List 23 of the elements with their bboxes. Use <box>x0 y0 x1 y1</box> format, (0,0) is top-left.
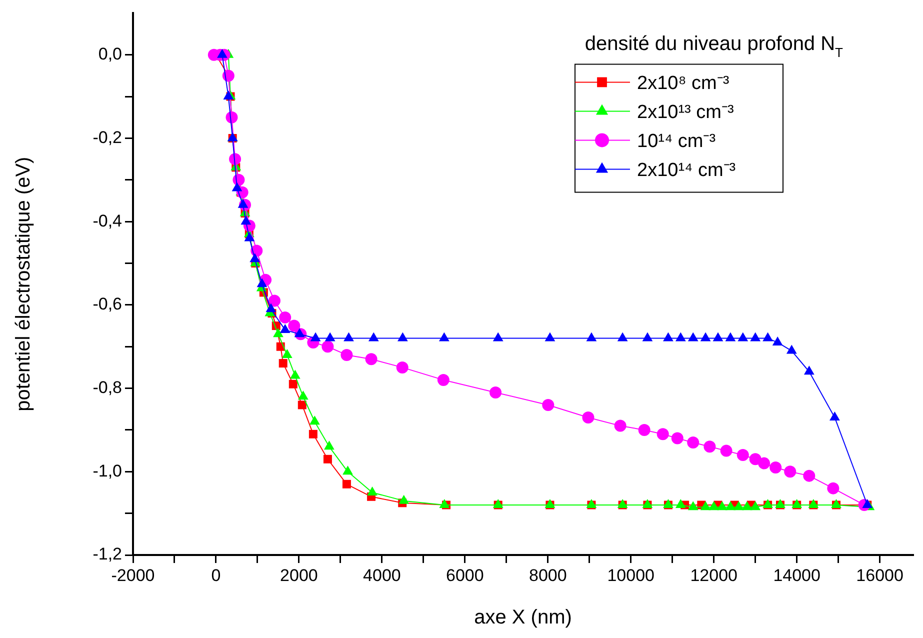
x-tick-label: 14000 <box>773 566 820 585</box>
x-tick-label: 2000 <box>280 566 318 585</box>
x-tick-label: 12000 <box>690 566 738 585</box>
legend-label: 2x10¹³ cm⁻³ <box>637 102 734 124</box>
x-tick-label: 10000 <box>607 566 655 585</box>
y-tick-label: -0,4 <box>92 211 122 230</box>
x-tick-label: 6000 <box>446 566 484 585</box>
y-tick-label: -0,8 <box>92 378 122 397</box>
y-tick-label: -0,2 <box>92 128 122 147</box>
y-tick-label: -1,0 <box>92 461 122 480</box>
x-tick-label: -2000 <box>111 566 155 585</box>
y-tick-label: -1,2 <box>92 544 122 564</box>
x-tick-label: 0 <box>211 566 221 585</box>
y-tick-label: -0,6 <box>92 294 122 314</box>
y-tick-label: 0,0 <box>98 44 122 64</box>
legend-label: 2x10¹⁴ cm⁻³ <box>637 160 736 182</box>
legend-label: 2x10⁸ cm⁻³ <box>637 73 730 94</box>
x-tick-label: 8000 <box>528 566 567 585</box>
y-axis-title: potentiel électrostatique (eV) <box>12 156 35 412</box>
x-axis-title: axe X (nm) <box>474 606 572 629</box>
x-tick-label: 16000 <box>856 566 904 585</box>
x-tick-label: 4000 <box>363 566 401 585</box>
legend-label: 10¹⁴ cm⁻³ <box>637 131 716 152</box>
